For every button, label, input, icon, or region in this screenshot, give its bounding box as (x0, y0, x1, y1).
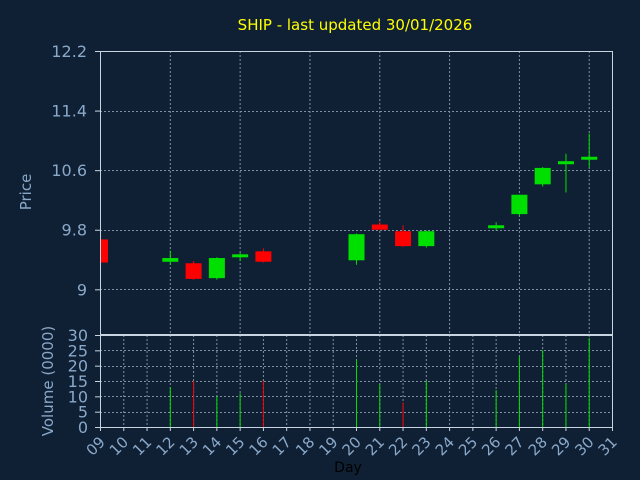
volume-tick-label: 0 (78, 418, 88, 437)
price-gridlines (100, 51, 612, 334)
candle-body (348, 234, 365, 261)
price-tick-label: 12.2 (51, 42, 87, 61)
candle-body (534, 167, 551, 185)
volume-tick-label: 20 (68, 357, 88, 376)
volume-tick-label: 25 (68, 341, 88, 360)
price-tick-label: 10.6 (51, 161, 87, 180)
candle-body (488, 225, 505, 229)
day-axis-label: Day (334, 460, 362, 476)
volume-axis-label: Volume (0000) (39, 326, 57, 436)
candle-body (208, 258, 225, 279)
day-tick-label: 31 (595, 433, 621, 459)
candle-body (100, 239, 108, 263)
volume-bars (100, 338, 590, 427)
price-candles (100, 133, 598, 280)
volume-tick-label: 10 (68, 387, 88, 406)
volume-tick-label: 5 (78, 403, 88, 422)
candle-body (255, 251, 272, 262)
chart-title: SHIP - last updated 30/01/2026 (238, 16, 473, 34)
volume-tick-label: 15 (68, 372, 88, 391)
candle-body (511, 194, 528, 215)
candle-body (581, 156, 598, 160)
price-tick-label: 11.4 (51, 102, 87, 121)
candle-body (395, 231, 412, 247)
candle-body (162, 258, 179, 262)
day-tick-labels: 0910111213141516171819202122232425262728… (83, 427, 621, 459)
price-tick-label: 9.8 (62, 221, 87, 240)
candle-body (185, 263, 202, 279)
candle-body (557, 161, 574, 165)
price-frame (100, 51, 613, 335)
price-tick-labels: 12.2 11.4 10.6 9.8 9 (51, 42, 100, 299)
price-axis-label: Price (17, 174, 35, 211)
candle-body (232, 254, 249, 258)
candle-body (418, 231, 435, 247)
price-tick-label: 9 (77, 280, 87, 299)
candle-body (371, 224, 388, 230)
price-plot-area (100, 51, 612, 334)
volume-tick-label: 30 (68, 326, 88, 345)
